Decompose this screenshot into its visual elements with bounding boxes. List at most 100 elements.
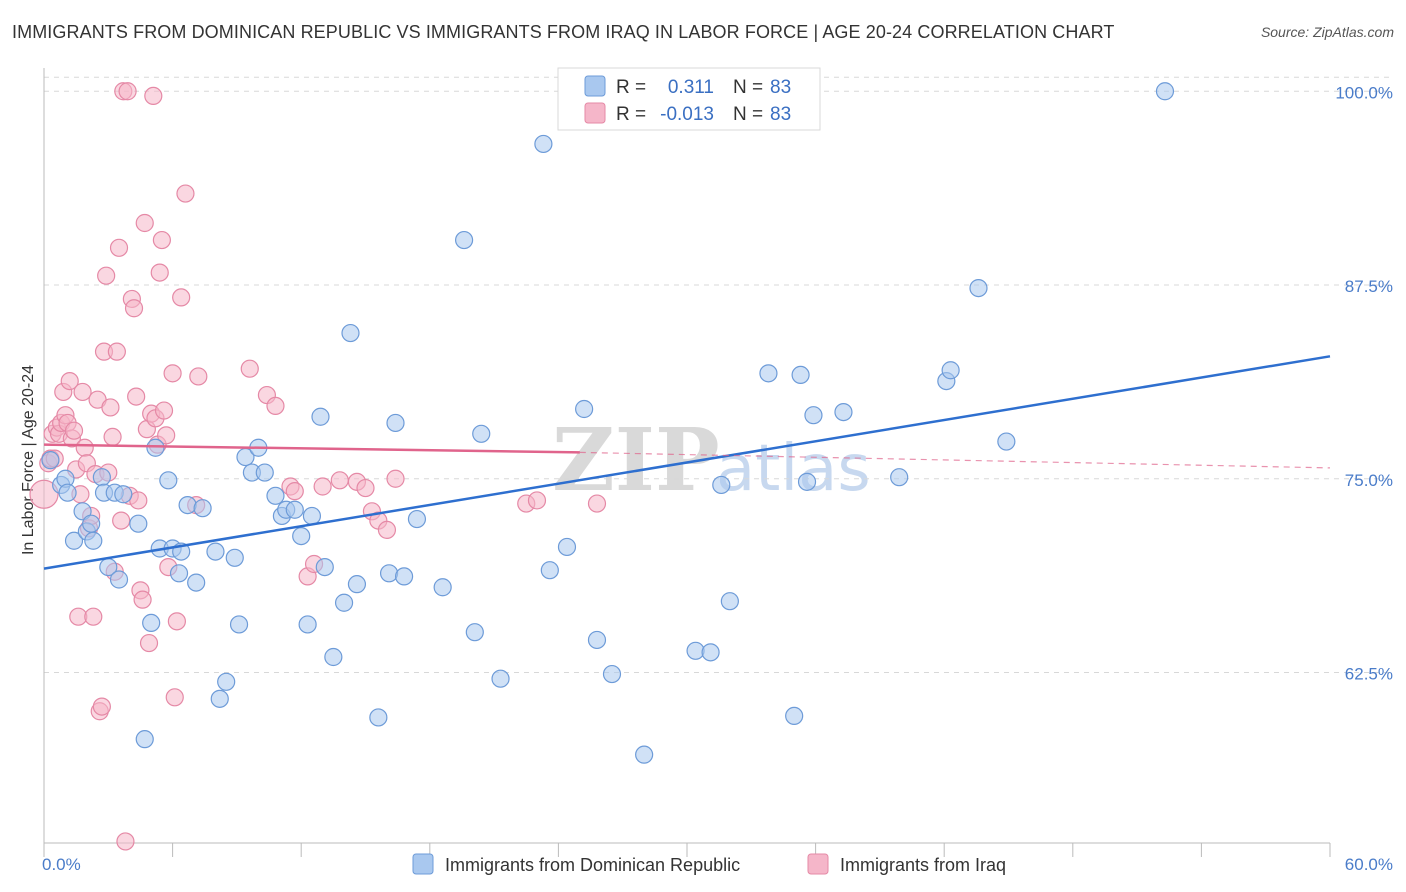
dominican-point: [720, 592, 739, 611]
dominican-point: [472, 424, 491, 443]
dominican-point: [109, 570, 129, 589]
iraq-point: [356, 478, 375, 498]
iraq-point: [124, 299, 144, 318]
iraq-point: [189, 367, 208, 386]
bottom-legend-swatch-pink: [807, 853, 829, 875]
watermark-atlas: atlas: [716, 432, 871, 506]
iraq-trend-extension: [579, 451, 1331, 469]
dominican-point: [465, 623, 484, 642]
legend-n-value-1: 83: [770, 77, 791, 98]
iraq-point: [60, 372, 79, 391]
dominican-point: [407, 509, 427, 529]
iraq-point: [152, 230, 171, 250]
iraq-point: [266, 396, 285, 415]
dominican-point: [534, 134, 553, 154]
dominican-point: [491, 669, 510, 688]
dominican-point: [146, 438, 165, 457]
iraq-point: [97, 266, 116, 285]
dominican-point: [834, 403, 853, 422]
dominican-point: [193, 499, 212, 518]
dominican-point: [292, 526, 311, 546]
dominican-point: [169, 564, 189, 583]
x-tick-label-max: 60.0%: [1345, 855, 1393, 874]
iraq-point: [92, 697, 111, 716]
dominican-point: [92, 468, 111, 487]
iraq-point: [64, 421, 84, 440]
iraq-point: [139, 633, 159, 653]
dominican-point: [206, 542, 225, 561]
dominican-point: [890, 468, 909, 487]
iraq-point: [154, 401, 174, 420]
dominican-point: [225, 548, 244, 567]
chart-title: IMMIGRANTS FROM DOMINICAN REPUBLIC VS IM…: [12, 22, 1115, 42]
dominican-point: [178, 496, 197, 515]
dominican-point: [324, 647, 343, 667]
dominican-point: [791, 365, 810, 384]
dominican-point: [1155, 82, 1175, 101]
dominican-point: [266, 486, 285, 505]
correlation-legend: R = 0.311 N = 83 R = -0.013 N = 83: [557, 67, 821, 131]
iraq-point: [144, 86, 163, 106]
dominican-point: [41, 451, 60, 470]
iraq-point: [285, 482, 304, 501]
dominican-point: [302, 506, 322, 526]
dominican-point: [210, 689, 229, 708]
bottom-legend-label-pink: Immigrants from Iraq: [840, 855, 1006, 875]
dominican-point: [804, 406, 823, 425]
iraq-point: [103, 427, 122, 446]
iraq-point: [163, 364, 182, 383]
legend-r-label-1: R =: [616, 77, 646, 98]
iraq-point: [101, 398, 120, 417]
dominican-point: [797, 472, 817, 491]
dominican-point: [941, 361, 960, 380]
dominican-point: [969, 279, 988, 298]
dominican-point: [334, 593, 354, 612]
iraq-point: [135, 213, 154, 233]
dominican-point: [84, 531, 103, 550]
iraq-points: [29, 82, 607, 851]
iraq-trend-line: [43, 443, 580, 454]
dominican-point: [785, 706, 804, 726]
dominican-point: [64, 531, 84, 550]
iraq-point: [172, 288, 191, 307]
iraq-point: [377, 520, 397, 540]
iraq-point: [116, 832, 135, 851]
legend-r-label-2: R =: [616, 104, 646, 125]
dominican-point: [587, 630, 607, 650]
y-tick-label: 75.0%: [1345, 471, 1393, 490]
legend-r-value-2: -0.013: [660, 104, 714, 125]
iraq-point: [527, 491, 547, 510]
y-tick-labels: 62.5% 75.0% 87.5% 100.0%: [1335, 83, 1393, 683]
dominican-point: [454, 230, 474, 250]
y-tick-label: 62.5%: [1345, 665, 1393, 684]
legend-swatch-pink: [584, 102, 606, 124]
iraq-point: [118, 82, 137, 101]
iraq-point: [109, 238, 129, 257]
dominican-point: [135, 730, 154, 749]
iraq-point: [587, 494, 607, 513]
iraq-point: [165, 688, 184, 707]
dominican-point: [129, 514, 148, 533]
legend-r-value-1: 0.311: [668, 77, 714, 98]
dominican-point: [217, 672, 236, 691]
y-tick-label: 87.5%: [1345, 277, 1393, 296]
x-tick-label-min: 0.0%: [42, 855, 81, 874]
dominican-point: [686, 641, 705, 660]
dominican-point: [285, 500, 304, 519]
iraq-point: [157, 426, 176, 445]
iraq-point: [75, 438, 94, 457]
dominican-point: [82, 514, 101, 533]
dominican-point: [379, 564, 399, 583]
iraq-point: [73, 382, 92, 402]
iraq-point: [29, 479, 59, 509]
dominican-point: [759, 364, 778, 383]
dominican-point: [386, 413, 405, 433]
dominican-point: [159, 471, 178, 490]
legend-n-label-2: N =: [733, 104, 763, 125]
dominican-point: [540, 561, 559, 580]
dominican-point: [347, 575, 367, 594]
dominican-point: [369, 708, 388, 727]
iraq-point: [112, 511, 131, 530]
iraq-point: [84, 607, 103, 626]
